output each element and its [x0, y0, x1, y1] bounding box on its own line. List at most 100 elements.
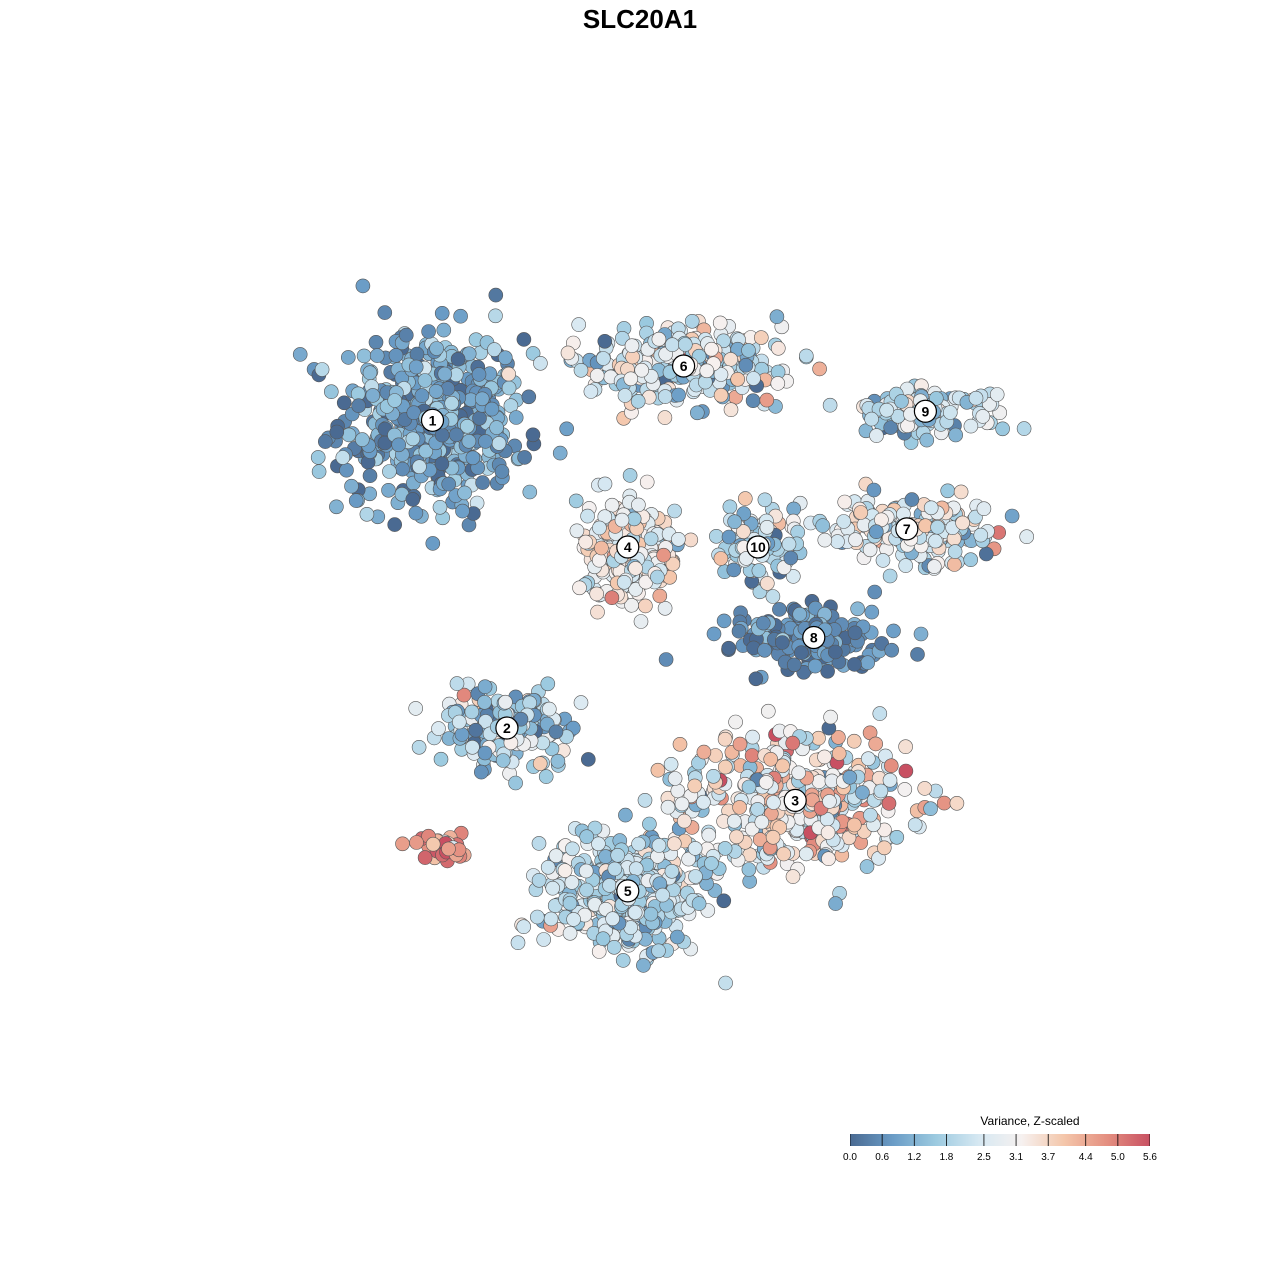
data-point — [721, 640, 737, 656]
data-point — [615, 953, 631, 968]
legend-title: Variance, Z-scaled — [980, 1114, 1080, 1128]
data-point — [605, 911, 620, 927]
data-point — [428, 383, 444, 399]
data-point — [521, 389, 537, 405]
data-point — [968, 390, 984, 406]
data-point — [616, 574, 632, 590]
cluster-labels: 1 2 3 4 5 6 7 8 9 10 — [420, 354, 938, 903]
data-point — [409, 835, 424, 850]
data-point — [728, 714, 743, 730]
data-point — [408, 505, 424, 521]
data-point — [395, 836, 410, 852]
data-point — [405, 492, 421, 507]
data-point — [637, 792, 653, 808]
data-point — [336, 395, 352, 411]
data-point — [457, 485, 472, 501]
data-point — [696, 794, 711, 810]
data-point — [741, 862, 757, 877]
data-point — [847, 625, 863, 641]
data-point — [630, 393, 646, 409]
data-point — [626, 511, 642, 527]
data-point — [377, 305, 393, 320]
cluster-label-2: 2 — [503, 720, 511, 736]
data-point — [689, 405, 705, 421]
data-point — [564, 875, 580, 890]
data-point — [317, 434, 333, 449]
data-point — [359, 506, 375, 522]
data-point — [674, 796, 690, 812]
data-point — [744, 748, 760, 763]
data-point — [783, 550, 799, 566]
data-point — [639, 474, 655, 490]
data-point — [913, 626, 929, 642]
data-point — [785, 869, 801, 884]
data-point — [872, 706, 888, 721]
data-point — [624, 338, 640, 354]
data-point — [736, 524, 751, 539]
data-point — [431, 721, 446, 736]
data-point — [651, 943, 666, 959]
data-point — [628, 582, 643, 597]
data-point — [580, 752, 596, 767]
data-point — [484, 401, 500, 417]
data-point — [774, 635, 790, 650]
data-point — [543, 911, 559, 927]
cluster-label-3: 3 — [791, 792, 799, 808]
cluster-label-badge — [746, 535, 770, 559]
data-point — [597, 333, 613, 349]
data-point — [696, 744, 712, 760]
data-point — [451, 714, 467, 730]
data-point — [589, 368, 605, 383]
data-point — [566, 912, 581, 927]
data-point — [717, 731, 733, 747]
data-point — [723, 352, 739, 367]
cluster-label-badge — [671, 354, 696, 378]
data-point — [848, 532, 863, 548]
data-point — [335, 450, 351, 465]
data-point — [572, 580, 587, 596]
data-point — [450, 351, 466, 367]
data-point — [846, 733, 862, 749]
data-point — [571, 317, 587, 332]
data-point — [713, 387, 729, 403]
data-point — [665, 556, 681, 572]
data-point — [329, 424, 345, 440]
data-point — [868, 524, 884, 540]
data-point — [628, 561, 643, 576]
data-point — [408, 701, 424, 716]
data-point — [468, 722, 484, 738]
data-point — [339, 462, 354, 478]
data-point — [883, 420, 899, 435]
data-point — [477, 694, 492, 710]
data-point — [897, 782, 913, 797]
data-point — [1019, 529, 1034, 545]
legend-tick-label: 0.0 — [843, 1152, 857, 1163]
data-point — [955, 515, 970, 531]
data-point — [475, 475, 490, 490]
data-point — [667, 503, 682, 519]
data-point — [726, 813, 742, 829]
data-point — [942, 405, 958, 420]
data-point — [351, 398, 366, 414]
data-point — [820, 825, 836, 840]
data-point — [491, 436, 507, 451]
data-point — [754, 814, 770, 830]
data-point — [753, 330, 769, 345]
data-point — [536, 932, 552, 947]
data-point — [758, 775, 774, 790]
data-point — [497, 350, 513, 366]
data-point — [671, 531, 686, 547]
data-point — [798, 348, 814, 364]
data-point — [408, 359, 424, 375]
data-point — [864, 411, 879, 427]
data-point — [449, 676, 465, 691]
data-point — [726, 562, 742, 578]
data-point — [329, 499, 344, 515]
data-point — [310, 450, 326, 465]
data-point — [716, 613, 732, 629]
data-point — [529, 909, 545, 925]
data-point — [569, 523, 585, 539]
legend-tick-label: 1.8 — [939, 1152, 954, 1163]
data-point — [578, 534, 594, 550]
data-point — [501, 380, 517, 396]
